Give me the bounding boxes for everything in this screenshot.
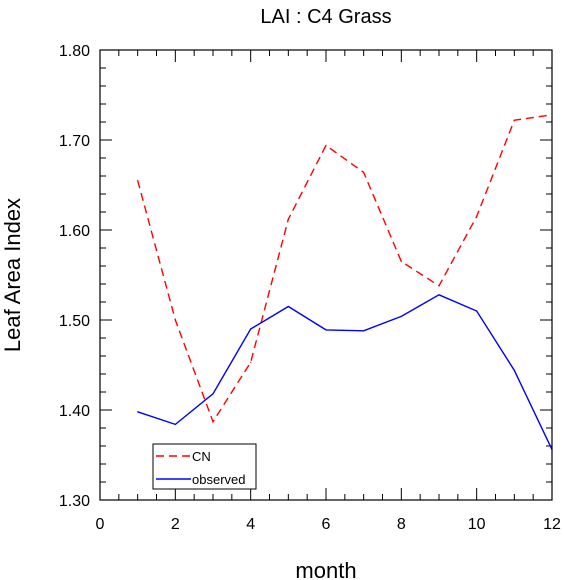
data-point-observed bbox=[250, 328, 252, 330]
data-point-observed bbox=[212, 393, 214, 395]
x-axis-label: month bbox=[295, 558, 356, 580]
x-tick-label: 12 bbox=[543, 516, 561, 533]
data-point-CN bbox=[212, 421, 214, 423]
series-line-CN bbox=[136, 114, 553, 424]
data-point-observed bbox=[287, 305, 289, 308]
legend-label-CN: CN bbox=[192, 449, 211, 464]
data-point-observed bbox=[400, 315, 402, 317]
x-tick-label: 4 bbox=[246, 516, 255, 533]
data-point-observed bbox=[513, 369, 515, 371]
data-point-CN bbox=[363, 171, 365, 173]
plot-series bbox=[136, 114, 553, 451]
data-point-observed bbox=[325, 329, 327, 331]
data-point-observed bbox=[438, 294, 440, 296]
x-tick-label: 6 bbox=[322, 516, 331, 533]
y-tick-label: 1.40 bbox=[59, 403, 90, 420]
x-tick-label: 2 bbox=[171, 516, 180, 533]
y-axis-label: Leaf Area Index bbox=[0, 198, 25, 352]
chart-title: LAI : C4 Grass bbox=[260, 6, 391, 28]
y-tick-label: 1.30 bbox=[59, 493, 90, 510]
data-point-CN bbox=[174, 319, 176, 321]
x-tick-label: 10 bbox=[468, 516, 486, 533]
y-tick-label: 1.60 bbox=[59, 223, 90, 240]
legend-box bbox=[152, 443, 257, 490]
y-tick-label: 1.80 bbox=[59, 43, 90, 60]
data-point-CN bbox=[137, 179, 139, 182]
x-tick-label: 8 bbox=[397, 516, 406, 533]
data-point-CN bbox=[438, 285, 440, 287]
data-point-CN bbox=[513, 119, 515, 121]
data-point-observed bbox=[137, 411, 139, 413]
x-tick-label: 0 bbox=[96, 516, 105, 533]
data-point-observed bbox=[363, 330, 365, 332]
legend-label-observed: observed bbox=[192, 472, 245, 487]
data-point-CN bbox=[400, 260, 402, 263]
data-point-CN bbox=[287, 218, 289, 220]
legend: CN observed bbox=[152, 443, 257, 490]
data-point-CN bbox=[250, 361, 252, 363]
y-tick-label: 1.50 bbox=[59, 313, 90, 330]
axis-ticks: 0 2 4 6 8 10 12 1.30 1.40 1.50 1.60 1.70 1.80 bbox=[59, 43, 561, 533]
y-tick-label: 1.70 bbox=[59, 133, 90, 150]
data-point-CN bbox=[325, 144, 327, 146]
series-line-observed bbox=[137, 294, 553, 450]
data-point-observed bbox=[174, 423, 176, 425]
data-point-CN bbox=[476, 215, 478, 218]
data-point-observed bbox=[476, 310, 478, 312]
plot-frame bbox=[99, 49, 553, 501]
